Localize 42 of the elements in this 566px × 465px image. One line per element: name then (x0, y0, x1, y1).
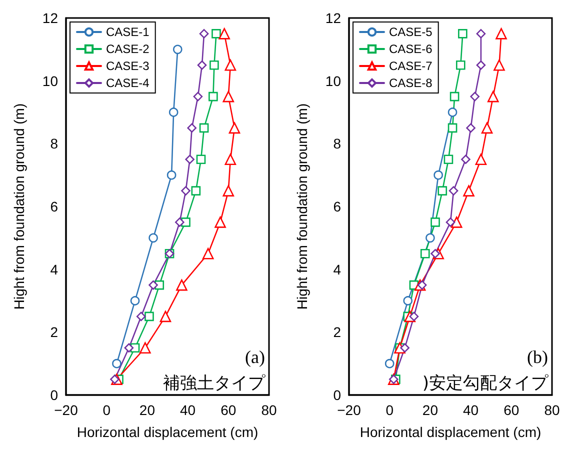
legend-label: CASE-2 (106, 42, 150, 56)
y-tick-label: 6 (333, 198, 342, 214)
x-tick-label: 60 (220, 402, 236, 418)
annotation: 補強土タイプ (163, 374, 266, 394)
y-tick-label: 8 (333, 136, 342, 152)
y-tick-label: 2 (50, 324, 58, 340)
y-axis-title: Hight from foundation ground (m) (294, 103, 310, 310)
x-tick-label: 0 (386, 402, 394, 418)
x-axis-title: Horizontal displacement (cm) (360, 424, 542, 440)
y-tick-label: 0 (333, 387, 342, 403)
y-tick-label: 8 (50, 136, 58, 152)
y-tick-label: 10 (42, 72, 58, 89)
x-tick-label: −20 (337, 402, 362, 418)
annotation: )安定勾配タイプ (422, 374, 549, 394)
legend-label: CASE-7 (389, 59, 433, 73)
y-tick-label: 2 (333, 324, 342, 340)
legend-label: CASE-3 (106, 59, 150, 73)
legend-label: CASE-4 (106, 76, 150, 90)
x-tick-label: −20 (54, 402, 78, 418)
legend-label: CASE-1 (106, 25, 150, 39)
y-tick-label: 6 (50, 198, 58, 214)
x-tick-label: 0 (102, 402, 111, 418)
x-tick-label: 80 (544, 402, 560, 418)
legend-label: CASE-6 (389, 42, 433, 56)
y-tick-label: 12 (325, 10, 342, 26)
y-tick-label: 10 (325, 72, 342, 89)
annotation: (a) (245, 347, 266, 367)
y-tick-label: 12 (42, 10, 58, 26)
annotation: (b) (527, 347, 548, 367)
legend-label: CASE-8 (389, 76, 433, 90)
x-tick-label: 20 (422, 402, 438, 418)
y-axis-title: Hight from foundation ground (m) (11, 103, 27, 310)
x-tick-label: 60 (504, 402, 520, 418)
y-tick-label: 4 (333, 261, 342, 278)
y-tick-label: 0 (50, 387, 58, 403)
x-tick-label: 80 (261, 402, 277, 418)
x-tick-label: 40 (463, 402, 479, 418)
y-tick-label: 4 (50, 261, 58, 278)
legend-label: CASE-5 (389, 25, 433, 39)
x-tick-label: 20 (139, 402, 156, 418)
x-tick-label: 40 (180, 402, 196, 418)
x-axis-title: Horizontal displacement (cm) (76, 424, 258, 440)
